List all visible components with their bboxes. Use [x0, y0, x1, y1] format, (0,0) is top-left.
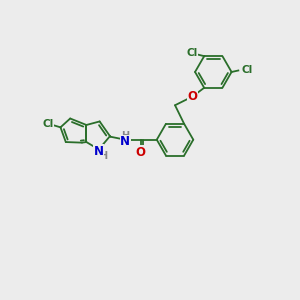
- Text: H: H: [121, 131, 129, 141]
- Text: H: H: [99, 151, 107, 161]
- Text: Cl: Cl: [186, 48, 197, 58]
- Text: Cl: Cl: [43, 119, 54, 129]
- Text: Cl: Cl: [242, 65, 253, 76]
- Text: N: N: [120, 135, 130, 148]
- Text: N: N: [94, 145, 104, 158]
- Text: O: O: [188, 90, 197, 103]
- Text: O: O: [136, 146, 146, 159]
